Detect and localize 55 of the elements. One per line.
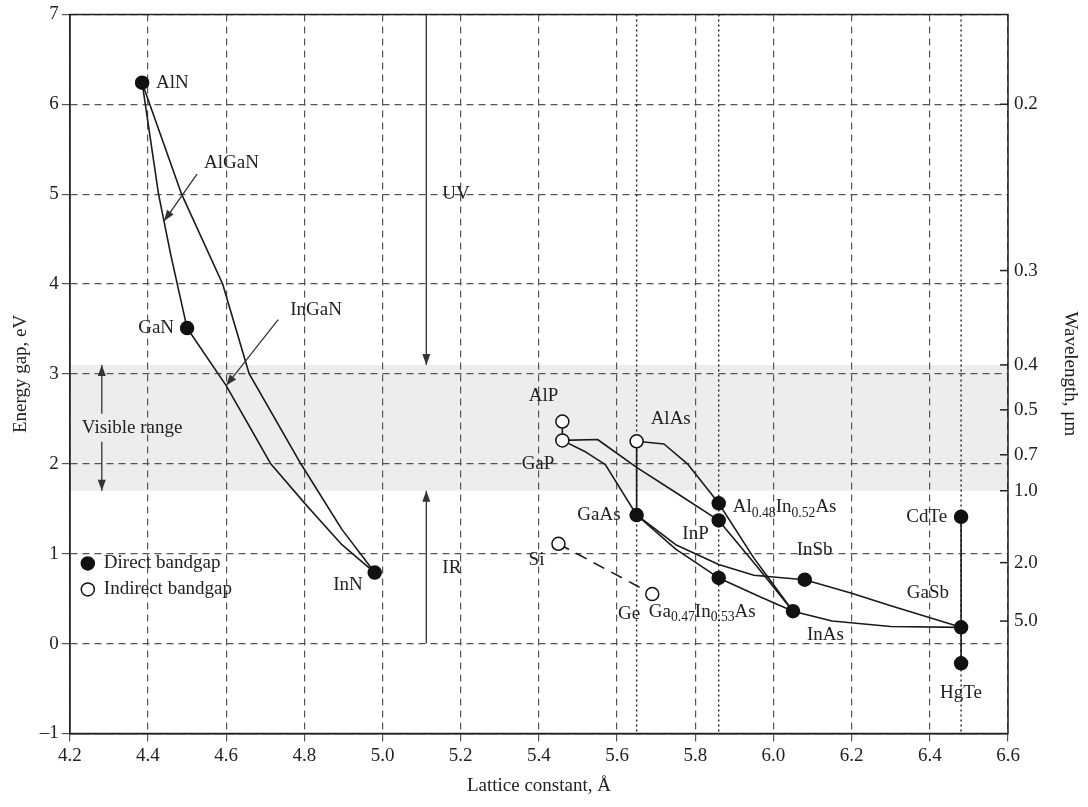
y-tick-label: 7 xyxy=(49,2,59,24)
x-tick-label: 5.8 xyxy=(683,743,708,765)
annotation: Si xyxy=(528,547,545,569)
annotation: GaAs xyxy=(577,502,621,524)
legend-label: Indirect bandgap xyxy=(103,577,232,599)
y-tick-label: 6 xyxy=(49,92,59,114)
text: 0.4 xyxy=(1014,352,1039,374)
annotation: InAs xyxy=(807,623,844,645)
annotation: AlN xyxy=(156,70,190,92)
annotation: InN xyxy=(333,572,363,594)
x-tick-label: 5.0 xyxy=(370,743,395,765)
y-tick-label: 5 xyxy=(49,182,59,204)
x-tick-label: 5.4 xyxy=(527,743,552,765)
x-tick-label: 4.8 xyxy=(292,743,317,765)
annotation: GaN xyxy=(138,316,175,338)
annotation: InP xyxy=(682,522,709,544)
text: 1.0 xyxy=(1014,478,1038,500)
annotation: AlP xyxy=(528,383,559,405)
x-tick-label: 5.2 xyxy=(448,743,473,765)
annotation: Ge xyxy=(618,602,641,624)
annotation: UV xyxy=(442,182,471,204)
x-tick-label: 4.6 xyxy=(214,743,239,765)
annotation: CdTe xyxy=(906,504,948,526)
y-tick-label: 3 xyxy=(49,361,59,383)
y-tick-label: 2 xyxy=(49,451,59,473)
x-tick-label: 6.4 xyxy=(917,743,943,765)
x-tick-label: 4.4 xyxy=(136,743,161,765)
text: 2.0 xyxy=(1014,550,1038,572)
y2-axis-title: Wavelength, μm xyxy=(1061,311,1083,437)
annotation: GaSb xyxy=(906,581,950,603)
y-tick-label: 1 xyxy=(49,541,59,563)
y-tick-label: 0 xyxy=(49,631,59,653)
y-tick-label: –1 xyxy=(38,721,59,743)
text: 0.5 xyxy=(1014,397,1038,419)
text: 0.7 xyxy=(1014,442,1038,464)
y-axis-title: Energy gap, eV xyxy=(9,314,31,434)
annotation: AlGaN xyxy=(204,151,260,173)
x-tick-label: 6.6 xyxy=(996,743,1020,765)
text: 0.2 xyxy=(1014,92,1038,114)
y-tick-label: 4 xyxy=(49,272,60,294)
x-tick-label: 4.2 xyxy=(57,743,82,765)
annotation: InGaN xyxy=(290,297,343,319)
x-tick-label: 6.2 xyxy=(839,743,864,765)
x-tick-label: 6.0 xyxy=(761,743,786,765)
annotation: AlAs xyxy=(650,407,691,429)
annotation: GaP xyxy=(521,452,555,474)
annotation: HgTe xyxy=(940,681,983,703)
text: 0.3 xyxy=(1014,258,1038,280)
text: 5.0 xyxy=(1014,609,1038,631)
annotation: IR xyxy=(442,556,462,578)
annotation: InSb xyxy=(796,537,833,559)
x-axis-title: Lattice constant, Å xyxy=(466,773,612,795)
legend-label: Direct bandgap xyxy=(103,551,221,573)
band-label: Visible range xyxy=(81,415,183,437)
x-tick-label: 5.6 xyxy=(605,743,629,765)
